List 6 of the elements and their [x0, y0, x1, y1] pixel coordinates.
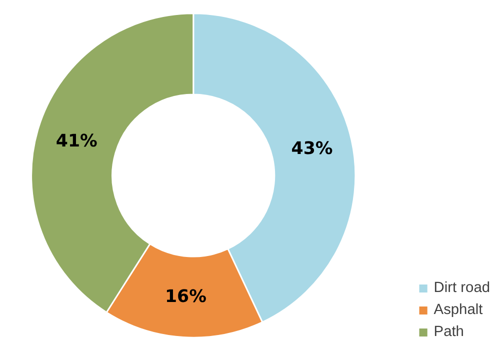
data-label: 16%	[165, 286, 206, 307]
legend-label: Asphalt	[434, 302, 483, 318]
legend-label: Dirt road	[434, 280, 490, 296]
data-label: 41%	[56, 132, 98, 152]
data-label: 43%	[291, 138, 333, 159]
legend-label: Path	[434, 324, 464, 340]
